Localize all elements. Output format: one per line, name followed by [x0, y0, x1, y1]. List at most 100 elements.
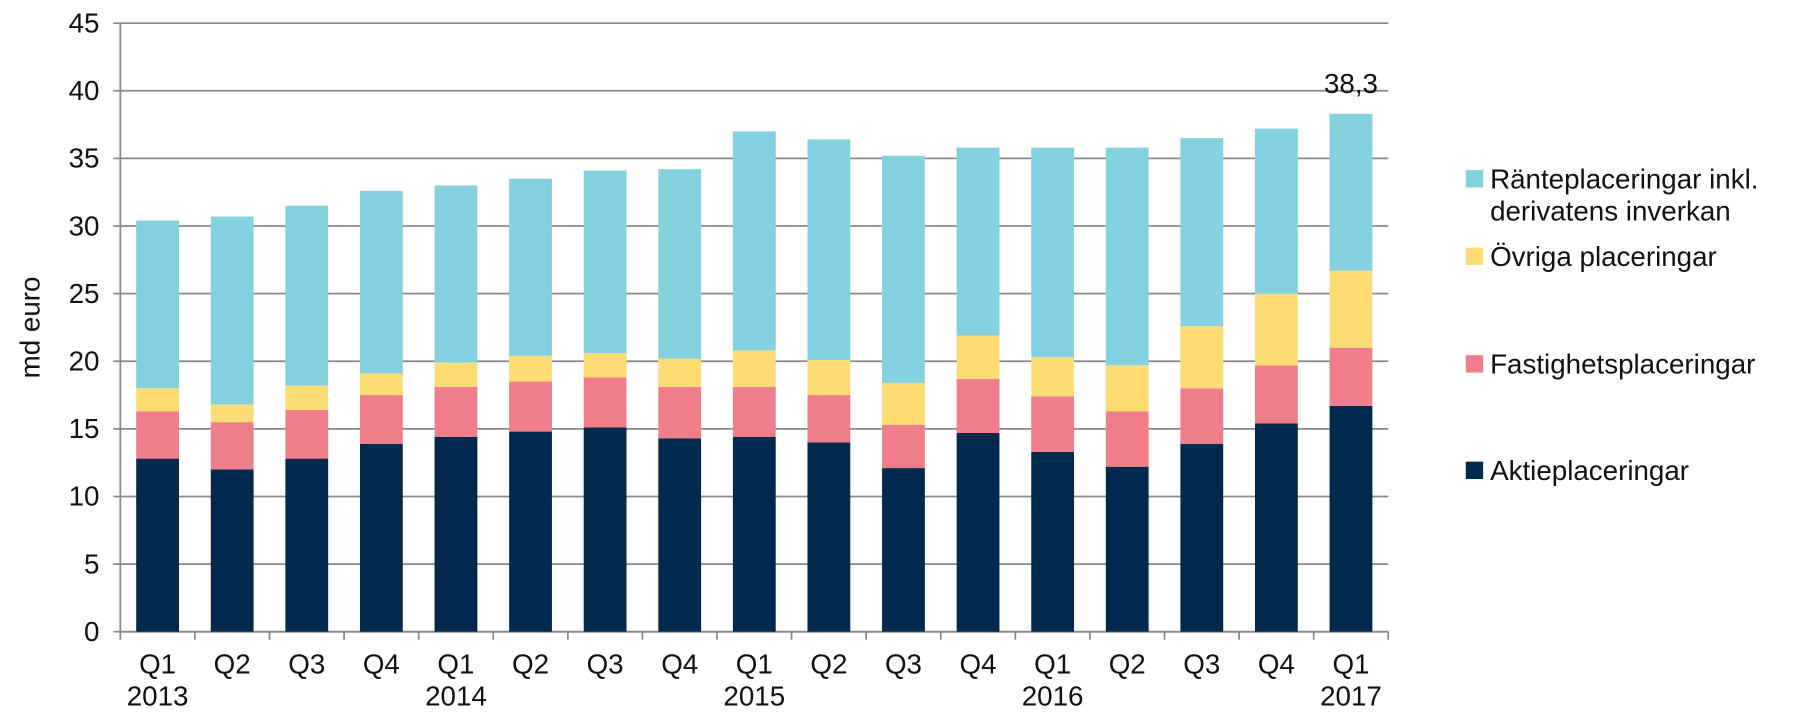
bar-segment — [509, 355, 552, 382]
bar-segment — [956, 335, 1000, 379]
bar-segment — [359, 373, 403, 396]
bar-segment — [1031, 451, 1075, 632]
bar-segment — [434, 436, 478, 632]
bar-segment — [882, 468, 925, 632]
annotation: 38,3 — [1324, 68, 1378, 99]
bar-segment — [583, 170, 627, 354]
x-tick-label: Q1 2016 — [1022, 648, 1084, 711]
bar-segment — [583, 427, 627, 632]
x-tick-label: Q1 2015 — [723, 648, 785, 711]
x-tick-label: Q4 — [1258, 648, 1295, 679]
legend-swatch — [1465, 247, 1484, 265]
bar-segment — [434, 362, 478, 387]
bar-segment — [1180, 138, 1224, 327]
bar-segment — [285, 385, 329, 410]
bar-segment — [509, 431, 552, 632]
bar-segment — [1329, 405, 1373, 632]
bar-segment — [807, 139, 851, 360]
bar-segment — [956, 378, 1000, 433]
bar-segment — [1254, 128, 1298, 294]
x-tick-label: Q3 — [885, 648, 922, 679]
y-tick-label: 5 — [84, 548, 99, 579]
x-tick-label: Q1 2013 — [127, 648, 189, 711]
x-tick-label: Q3 — [587, 648, 624, 679]
x-tick-label: Q4 — [960, 648, 997, 679]
bar-segment — [1105, 411, 1149, 467]
legend-label: Ränteplaceringar inkl. derivatens inverka… — [1490, 164, 1758, 227]
bar-segment — [285, 458, 329, 632]
bar-segment — [807, 442, 851, 632]
bar-segment — [732, 350, 776, 387]
y-tick-label: 35 — [69, 143, 100, 174]
bar-segment — [1031, 396, 1075, 452]
bar-segment — [1031, 357, 1075, 397]
bar-segment — [956, 432, 1000, 632]
y-tick-label: 40 — [69, 75, 100, 106]
y-tick-label: 10 — [69, 481, 100, 512]
legend-label: Aktieplaceringar — [1490, 455, 1689, 486]
bar-segment — [1180, 326, 1224, 389]
bar-segment — [1329, 113, 1373, 271]
x-tick-label: Q3 — [288, 648, 325, 679]
y-tick-label: 20 — [69, 346, 100, 377]
bar-segment — [1254, 293, 1298, 366]
bar-segment — [658, 169, 702, 359]
y-tick-label: 45 — [69, 7, 100, 38]
bar-segment — [1180, 388, 1224, 444]
x-tick-label: Q4 — [661, 648, 698, 679]
bar-segment — [136, 220, 180, 389]
bar-segment — [1180, 443, 1224, 632]
x-tick-label: Q2 — [1109, 648, 1146, 679]
bar-segment — [359, 190, 403, 374]
bar-segment — [434, 185, 478, 363]
bar-segment — [658, 386, 702, 439]
bar-segment — [1105, 147, 1149, 366]
y-tick-label: 25 — [69, 278, 100, 309]
bar-segment — [882, 382, 925, 425]
x-tick-label: Q4 — [363, 648, 400, 679]
bar-segment — [882, 424, 925, 469]
legend-swatch — [1465, 461, 1484, 480]
bar-segment — [359, 443, 403, 632]
x-tick-label: Q2 — [214, 648, 251, 679]
bar-segment — [807, 395, 851, 443]
bar-segment — [583, 377, 627, 428]
bar-segment — [210, 422, 254, 470]
legend-label: Övriga placeringar — [1490, 241, 1717, 272]
bar-segment — [1105, 365, 1149, 412]
bar-segment — [1105, 466, 1149, 632]
bar-segment — [136, 411, 180, 459]
y-tick-label: 0 — [84, 616, 99, 647]
x-tick-label: Q2 — [512, 648, 549, 679]
x-tick-label: Q3 — [1183, 648, 1220, 679]
bar-segment — [658, 438, 702, 632]
bar-segment — [1329, 270, 1373, 348]
bar-segment — [1254, 365, 1298, 424]
bar-segment — [210, 216, 254, 405]
x-tick-label: Q2 — [810, 648, 847, 679]
bar-segment — [1031, 147, 1075, 358]
bar-segment — [732, 436, 776, 632]
bar-segment — [285, 409, 329, 459]
bar-segment — [509, 381, 552, 432]
bar-segment — [732, 131, 776, 351]
bar-segment — [285, 205, 329, 386]
bar-segment — [658, 358, 702, 387]
bar-segment — [732, 386, 776, 437]
legend-swatch — [1465, 170, 1484, 188]
x-tick-label: Q1 2014 — [425, 648, 487, 711]
bar-segment — [956, 147, 1000, 336]
y-tick-label: 15 — [69, 413, 100, 444]
legend-label: Fastighetsplaceringar — [1490, 349, 1755, 380]
bar-segment — [210, 469, 254, 632]
y-axis-title: md euro — [14, 277, 45, 379]
bar-segment — [136, 458, 180, 632]
y-tick-label: 30 — [69, 210, 100, 241]
bar-segment — [882, 155, 925, 383]
x-tick-label: Q1 2017 — [1320, 648, 1382, 711]
legend-swatch — [1465, 355, 1484, 373]
bar-segment — [434, 386, 478, 437]
bar-segment — [1329, 347, 1373, 406]
bar-segment — [509, 178, 552, 356]
